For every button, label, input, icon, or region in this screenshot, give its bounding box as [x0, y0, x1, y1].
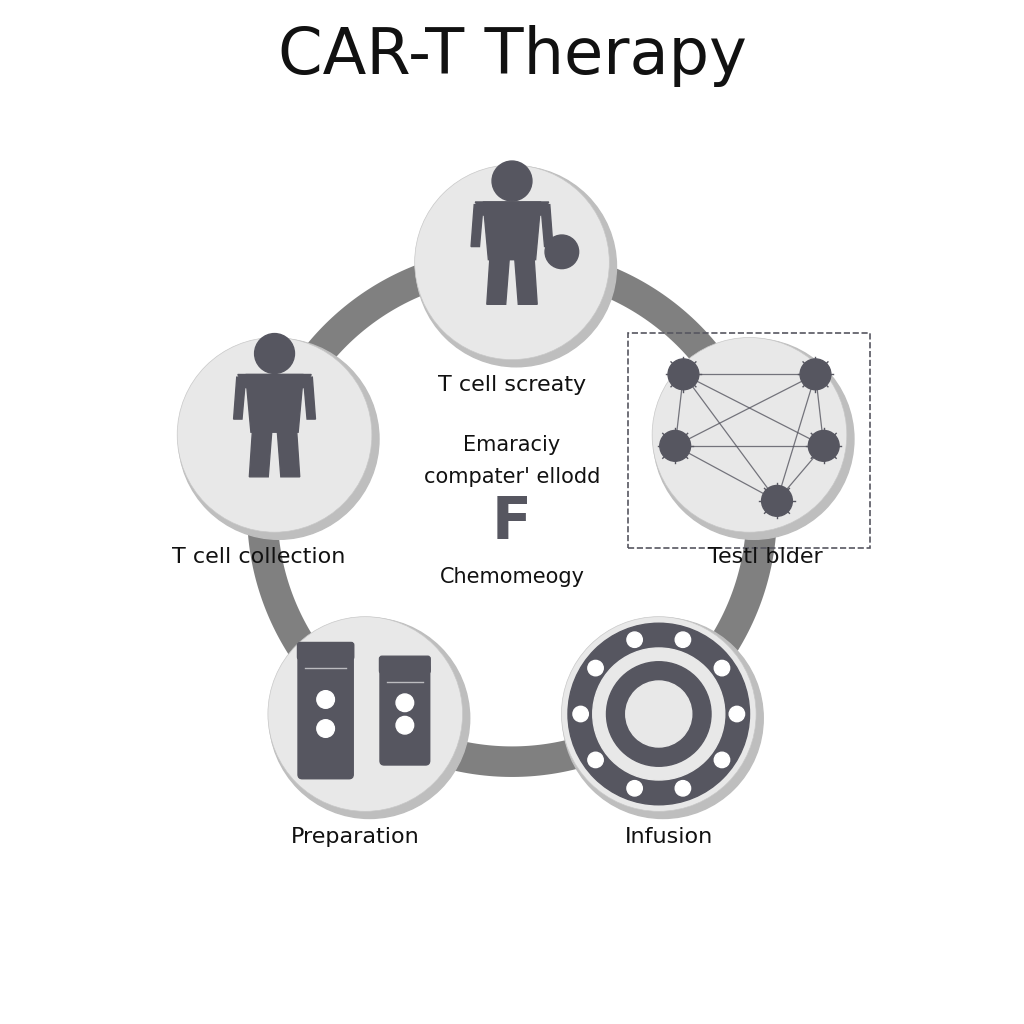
Polygon shape	[278, 430, 300, 477]
Circle shape	[396, 717, 414, 734]
Circle shape	[561, 616, 756, 811]
Text: T cell collection: T cell collection	[172, 548, 345, 567]
Circle shape	[545, 236, 579, 268]
Circle shape	[268, 616, 463, 811]
Circle shape	[588, 753, 603, 768]
Circle shape	[652, 338, 847, 532]
Circle shape	[659, 430, 690, 461]
FancyBboxPatch shape	[298, 649, 353, 778]
Circle shape	[568, 624, 750, 805]
Text: Testl blder: Testl blder	[709, 548, 823, 567]
Polygon shape	[471, 205, 483, 247]
Polygon shape	[234, 477, 290, 511]
Circle shape	[808, 430, 839, 461]
Polygon shape	[691, 644, 733, 686]
Circle shape	[668, 359, 698, 390]
Polygon shape	[238, 375, 311, 388]
Polygon shape	[430, 247, 469, 300]
Text: Infusion: Infusion	[625, 826, 713, 847]
Text: F: F	[493, 494, 531, 551]
Polygon shape	[402, 723, 442, 774]
Circle shape	[493, 161, 531, 201]
Circle shape	[563, 617, 763, 818]
Text: compater' ellodd: compater' ellodd	[424, 467, 600, 487]
Polygon shape	[246, 375, 303, 432]
Circle shape	[416, 166, 616, 367]
FancyBboxPatch shape	[298, 642, 353, 659]
Circle shape	[396, 694, 414, 712]
Polygon shape	[693, 352, 739, 394]
Circle shape	[675, 780, 690, 796]
Circle shape	[715, 753, 730, 768]
Text: Emaraciy: Emaraciy	[464, 435, 560, 455]
Circle shape	[255, 334, 295, 374]
Circle shape	[800, 359, 830, 390]
Text: Chemomeogy: Chemomeogy	[439, 567, 585, 587]
FancyBboxPatch shape	[380, 656, 430, 674]
FancyBboxPatch shape	[380, 663, 430, 765]
Text: CAR-T Therapy: CAR-T Therapy	[278, 26, 746, 87]
Circle shape	[627, 780, 642, 796]
Circle shape	[316, 720, 335, 737]
Circle shape	[593, 648, 725, 780]
Circle shape	[269, 617, 470, 818]
Polygon shape	[475, 202, 549, 215]
Circle shape	[178, 339, 379, 540]
Circle shape	[606, 662, 711, 766]
Polygon shape	[486, 257, 509, 304]
Polygon shape	[250, 430, 272, 477]
Circle shape	[177, 338, 372, 532]
Polygon shape	[541, 205, 553, 247]
Polygon shape	[515, 257, 538, 304]
Circle shape	[675, 632, 690, 647]
Circle shape	[588, 660, 603, 676]
Text: Preparation: Preparation	[291, 826, 420, 847]
Circle shape	[729, 707, 744, 722]
Polygon shape	[483, 202, 541, 260]
Text: T cell screaty: T cell screaty	[438, 375, 586, 395]
Circle shape	[573, 707, 589, 722]
Circle shape	[715, 660, 730, 676]
Circle shape	[316, 690, 335, 709]
Circle shape	[626, 681, 692, 748]
Polygon shape	[303, 377, 315, 419]
Polygon shape	[233, 377, 246, 419]
Circle shape	[415, 165, 609, 359]
Circle shape	[653, 339, 854, 540]
Circle shape	[762, 485, 793, 516]
Circle shape	[627, 632, 642, 647]
